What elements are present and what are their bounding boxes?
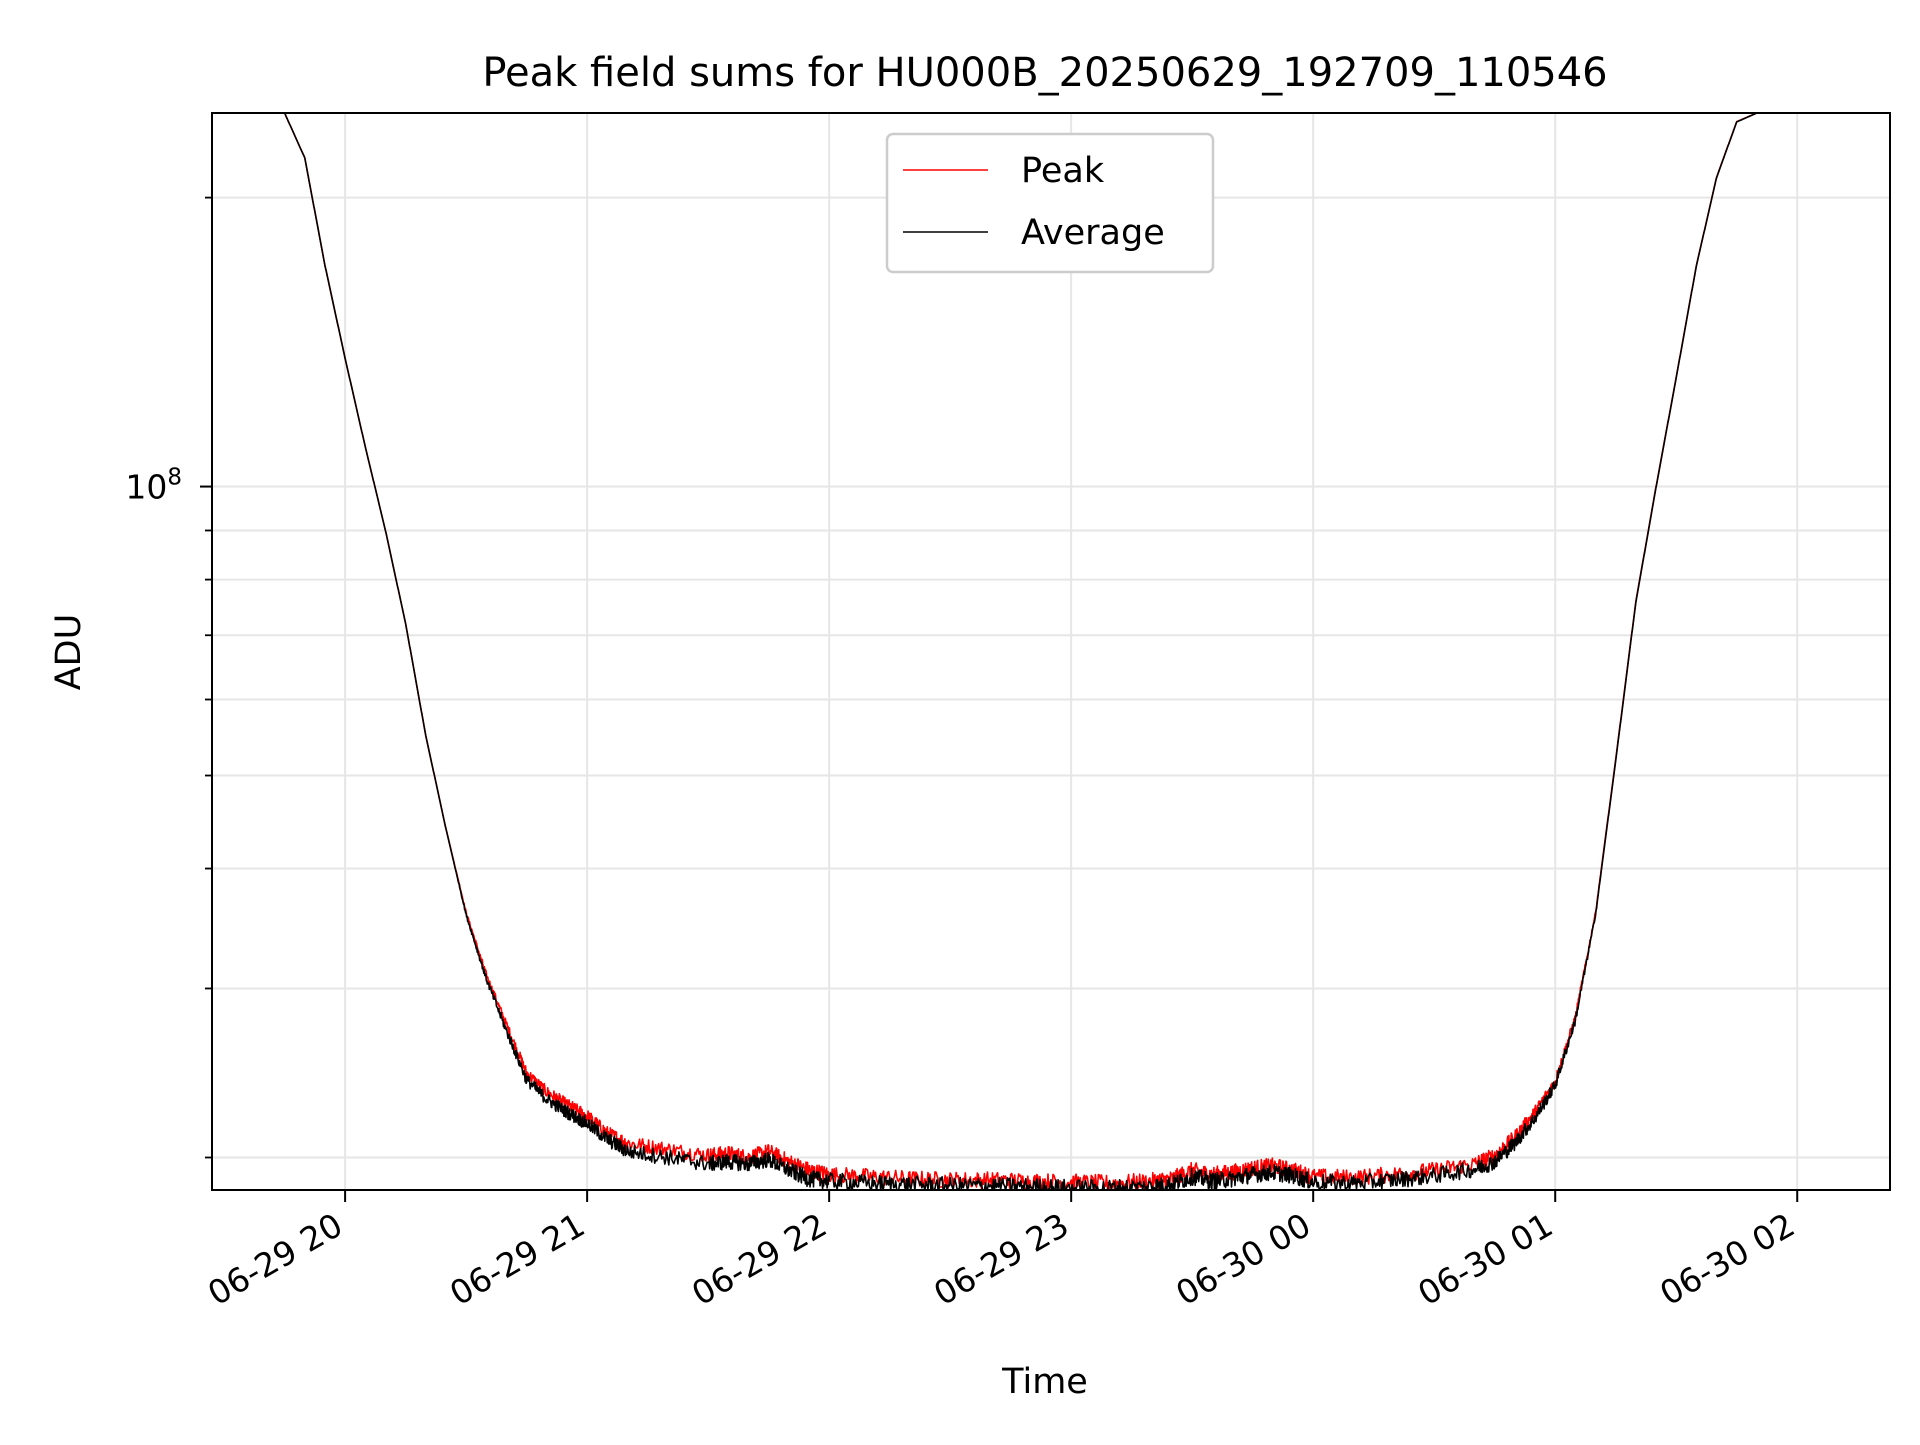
legend-peak-label: Peak	[1021, 151, 1105, 191]
legend: Peak Average	[885, 132, 1215, 274]
legend-average-label: Average	[1021, 213, 1165, 253]
x-axis-label: Time	[1001, 1362, 1088, 1402]
chart-title: Peak field sums for HU000B_20250629_1927…	[482, 50, 1607, 96]
legend-box	[885, 132, 1215, 274]
average-series-line	[212, 112, 1890, 1191]
plot-frame	[211, 112, 1891, 1191]
y-axis-label: ADU	[49, 614, 89, 691]
y-tick-label: 108	[125, 465, 182, 507]
series-layer	[212, 112, 1890, 1191]
